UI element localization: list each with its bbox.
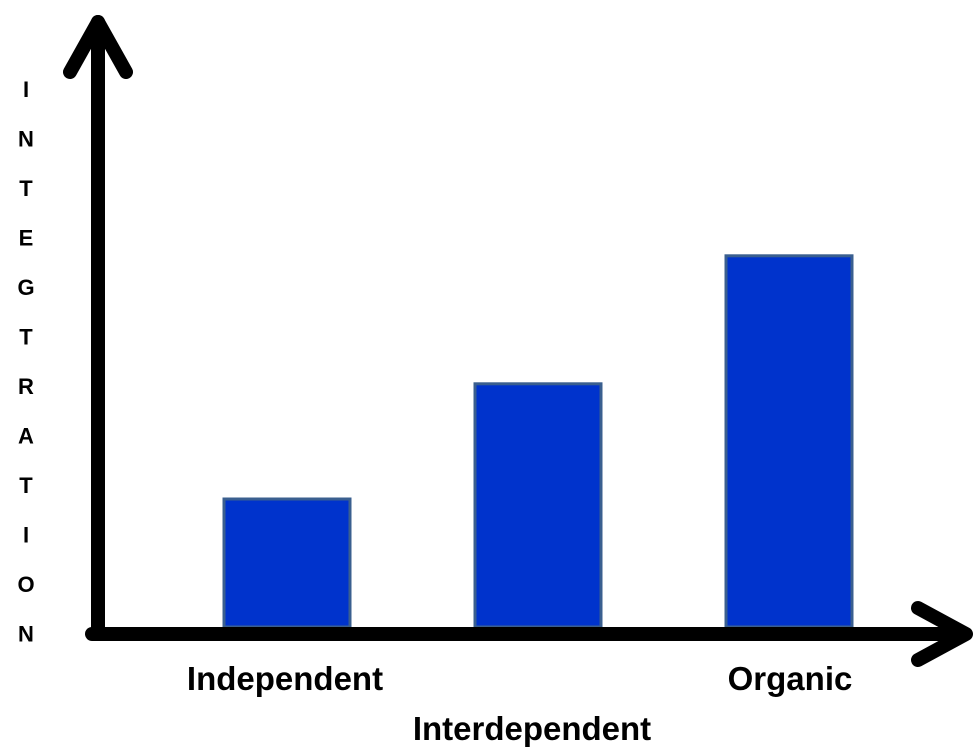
- y-axis-label-letter: R: [18, 374, 34, 399]
- y-axis-label-letter: O: [17, 572, 34, 597]
- category-label-interdependent: Interdependent: [413, 710, 651, 747]
- category-label-organic: Organic: [728, 660, 853, 697]
- y-axis-label-letter: I: [23, 523, 29, 548]
- bar-interdependent: [475, 384, 601, 627]
- bars-group: [224, 256, 852, 627]
- y-axis-label-letter: T: [19, 473, 33, 498]
- y-axis-label-letter: A: [18, 424, 34, 449]
- y-axis-label-letter: T: [19, 325, 33, 350]
- y-axis-label-letter: I: [23, 77, 29, 102]
- category-labels: Independent Interdependent Organic: [187, 660, 852, 747]
- y-axis-label-letter: T: [19, 176, 33, 201]
- y-axis-label-letter: N: [18, 127, 34, 152]
- bar-independent: [224, 499, 350, 627]
- y-axis-label-letter: E: [19, 226, 34, 251]
- category-label-independent: Independent: [187, 660, 383, 697]
- bar-organic: [726, 256, 852, 627]
- y-axis-label-letter: G: [17, 275, 34, 300]
- y-axis-label-letter: N: [18, 622, 34, 647]
